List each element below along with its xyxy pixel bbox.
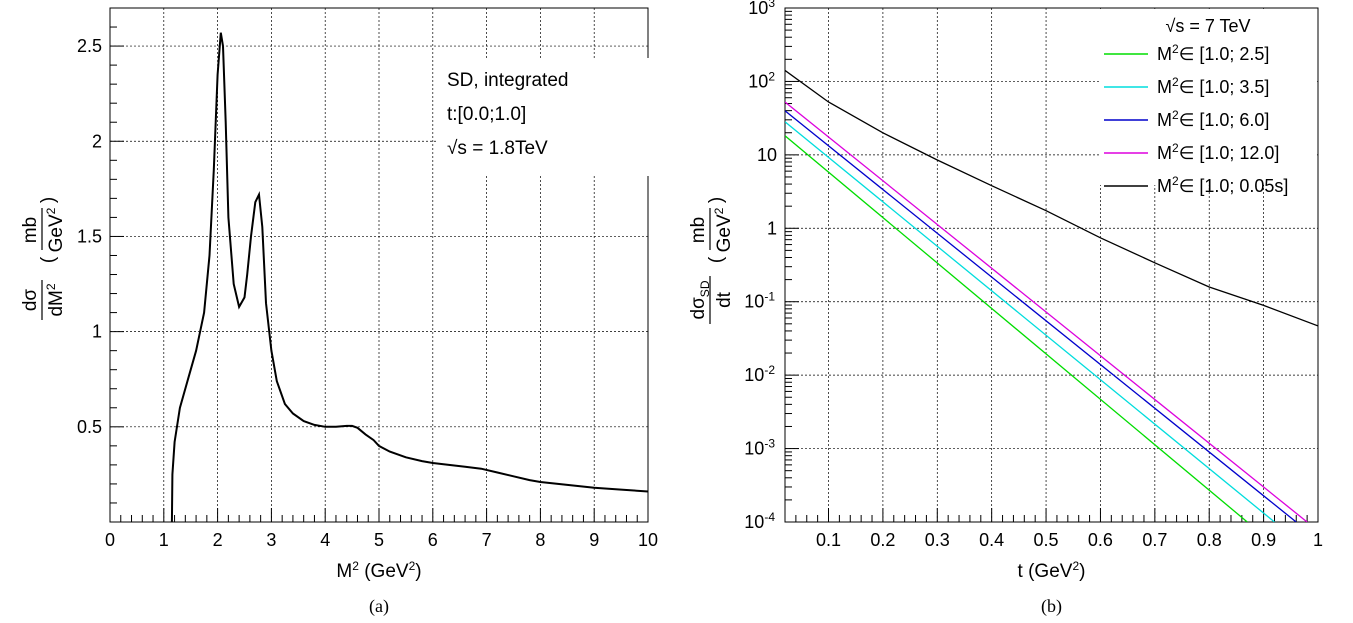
text-span: M	[1157, 110, 1172, 130]
y-tick-label: 10-4	[744, 510, 775, 532]
x-axis-label: M2 (GeV2)	[336, 559, 421, 582]
caption-a: (a)	[369, 596, 389, 617]
y-label-denominator: dt	[714, 291, 735, 308]
annotation-text: √s = 1.8TeV	[447, 138, 548, 159]
y-tick-label: 2	[92, 131, 102, 151]
y-axis-label: dσ dM2(mb GeV2)	[20, 197, 67, 320]
y-label-numerator: dσ	[20, 289, 41, 312]
panel-a: 0 1 2 3 4 5 6 7 8 9 10 0.5 1 1.5 2 2.5 SD, integrated t:[…	[20, 8, 658, 617]
x-tick-label: 0.4	[979, 530, 1004, 550]
paren-left: (	[38, 256, 59, 263]
superscript: 2	[44, 283, 58, 290]
y-label-unit-num: mb	[688, 217, 709, 243]
y-tick-label: 0.5	[77, 417, 102, 437]
text-span: M	[1157, 77, 1172, 97]
superscript: ∈ [1.0; 0.05s]	[1179, 176, 1289, 196]
superscript: 2	[768, 69, 775, 83]
caption-b: (b)	[1041, 596, 1062, 617]
superscript: -3	[764, 437, 775, 451]
text-span: dM	[46, 290, 67, 316]
text-span: t (GeV	[1018, 561, 1073, 582]
y-label-unit-den: GeV2	[712, 207, 735, 252]
y-tick-label: 10	[757, 145, 777, 165]
y-tick-label: 1	[92, 322, 102, 342]
annotation-text: t:[0.0;1.0]	[447, 104, 526, 125]
superscript: )	[415, 561, 421, 582]
y-tick-label: 103	[748, 0, 775, 18]
paren-right: )	[706, 197, 727, 203]
superscript: -2	[764, 363, 775, 377]
x-tick-label: 9	[589, 530, 599, 550]
superscript: -1	[764, 290, 775, 304]
superscript: ∈ [1.0; 6.0]	[1179, 110, 1270, 130]
y-tick-label: 2.5	[77, 36, 102, 56]
superscript: )	[1079, 561, 1085, 582]
y-label-numerator: dσSD	[688, 280, 712, 319]
superscript: ∈ [1.0; 3.5]	[1179, 77, 1270, 97]
x-axis-label: t (GeV2)	[1018, 559, 1086, 582]
x-tick-label: 4	[320, 530, 330, 550]
text-span: M	[1157, 143, 1172, 163]
y-tick-label: 10-2	[744, 363, 775, 385]
x-tick-label: 8	[535, 530, 545, 550]
superscript: 3	[768, 0, 775, 10]
x-tick-label: 0.7	[1142, 530, 1167, 550]
x-tick-label: 0.9	[1251, 530, 1276, 550]
x-tick-label: 2	[213, 530, 223, 550]
y-label-unit-den: GeV2	[44, 207, 67, 252]
superscript: ∈ [1.0; 2.5]	[1179, 44, 1270, 64]
legend-title: √s = 7 TeV	[1165, 16, 1250, 36]
y-label-denominator: dM2	[44, 283, 67, 316]
annotation-text: SD, integrated	[447, 70, 568, 91]
text-span: GeV	[714, 214, 735, 252]
y-tick-label: 102	[748, 69, 775, 91]
superscript: (GeV	[359, 561, 409, 582]
x-tick-label: 6	[428, 530, 438, 550]
panel-b: 0.1 0.2 0.3 0.4 0.5 0.6 0.7 0.8 0.9 110-410-310-2…	[688, 0, 1323, 617]
text-span: M	[1157, 176, 1172, 196]
text-span: 10	[748, 0, 768, 18]
text-span: M	[336, 561, 352, 582]
text-span: 10	[748, 71, 768, 91]
y-label-unit-num: mb	[20, 217, 41, 243]
x-tick-label: 7	[482, 530, 492, 550]
x-tick-label: 1	[159, 530, 169, 550]
text-span: M	[1157, 44, 1172, 64]
superscript: -4	[764, 510, 775, 524]
x-tick-label: 0.6	[1088, 530, 1113, 550]
text-span: 10	[744, 439, 764, 459]
text-span: 10	[744, 365, 764, 385]
y-tick-label: 10-3	[744, 437, 775, 459]
text-span: dσ	[688, 297, 709, 320]
legend-label: M2∈ [1.0; 0.05s]	[1157, 174, 1288, 196]
x-tick-label: 0.2	[870, 530, 895, 550]
y-tick-label: 1	[767, 218, 777, 238]
superscript: 2	[712, 207, 726, 214]
text-span: GeV	[46, 214, 67, 252]
text-span: 10	[744, 292, 764, 312]
text-span: 10	[744, 512, 764, 532]
superscript: ∈ [1.0; 12.0]	[1179, 143, 1280, 163]
x-tick-label: 1	[1313, 530, 1323, 550]
x-tick-label: 0.5	[1034, 530, 1059, 550]
x-tick-label: 0.1	[816, 530, 841, 550]
x-tick-label: 10	[638, 530, 658, 550]
paren-right: )	[38, 197, 59, 203]
y-tick-label: 1.5	[77, 226, 102, 246]
x-tick-label: 0	[105, 530, 115, 550]
paren-left: (	[706, 256, 727, 263]
x-tick-label: 3	[266, 530, 276, 550]
x-tick-label: 5	[374, 530, 384, 550]
x-tick-label: 0.8	[1197, 530, 1222, 550]
superscript: 2	[44, 207, 58, 214]
y-tick-label: 10-1	[744, 290, 775, 312]
x-tick-label: 0.3	[925, 530, 950, 550]
